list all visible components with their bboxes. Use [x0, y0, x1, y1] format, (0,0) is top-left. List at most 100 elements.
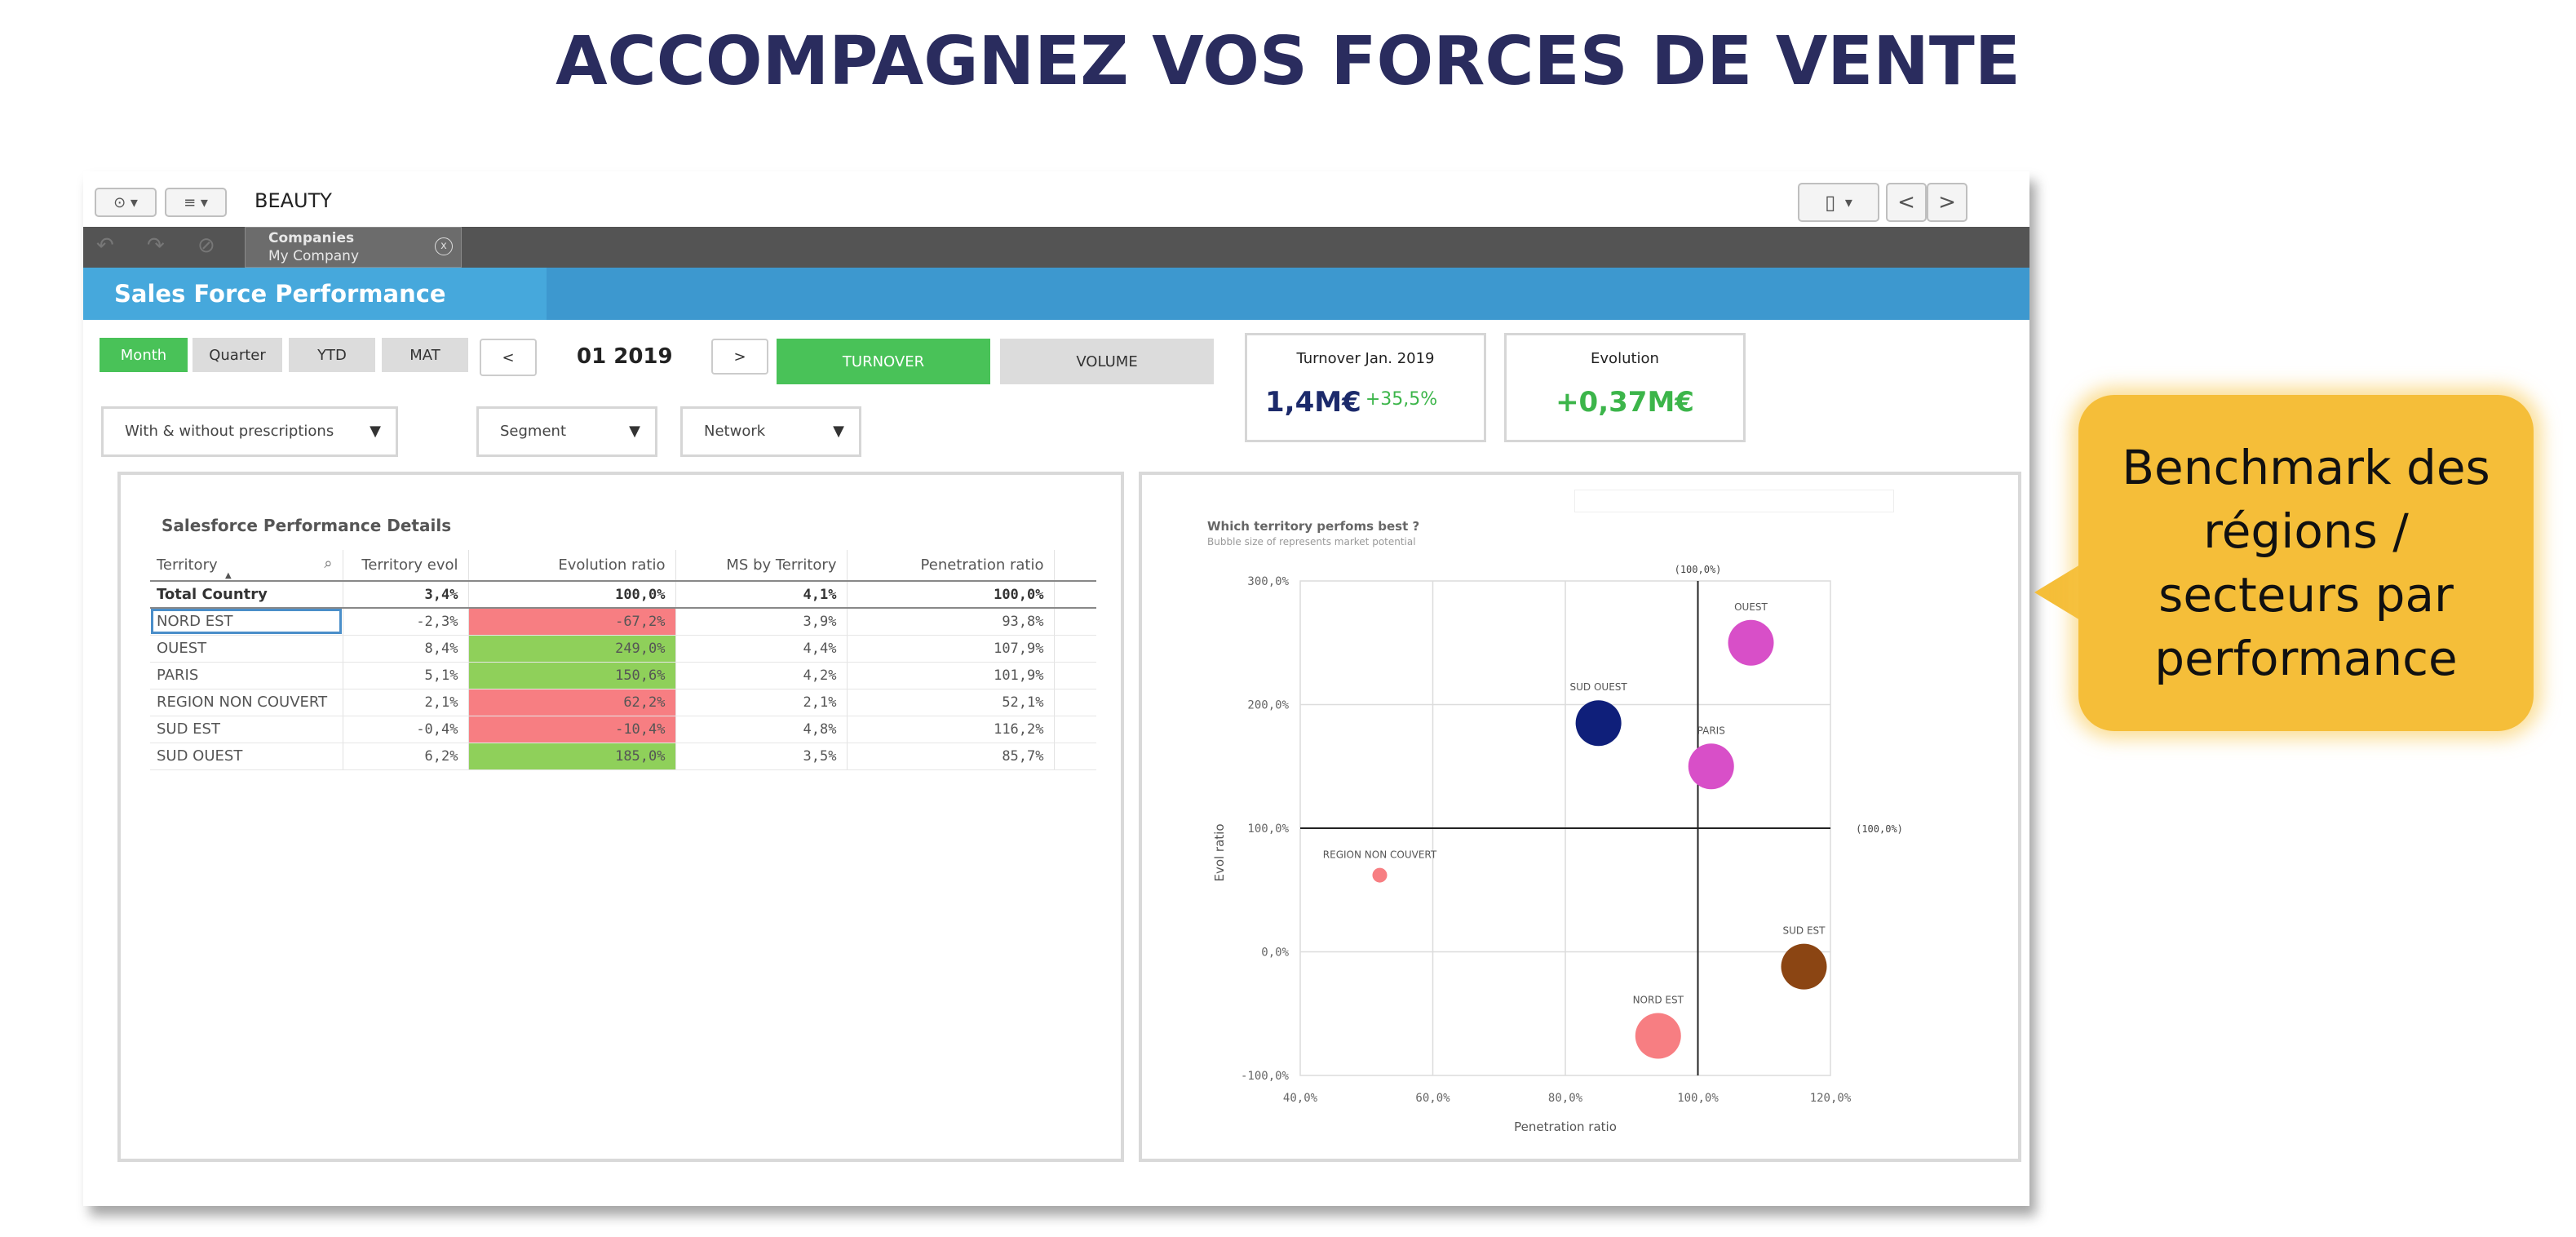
segment-filter[interactable]: Segment ▼	[476, 406, 657, 457]
clear-selections-icon[interactable]: ⊘	[197, 233, 215, 258]
x-tick-label: 80,0%	[1548, 1092, 1583, 1105]
period-mat-label: MAT	[409, 346, 440, 364]
period-quarter-button[interactable]: Quarter	[193, 338, 282, 372]
cell-territory[interactable]: SUD OUEST	[150, 743, 343, 770]
kpi-turnover-delta: +35,5%	[1365, 389, 1438, 410]
slide-title: ACCOMPAGNEZ VOS FORCES DE VENTE	[555, 23, 2021, 100]
cell-spacer	[1054, 716, 1096, 743]
column-header-spacer	[1054, 550, 1096, 582]
cell-ms-by-territory: 4,4%	[675, 635, 848, 663]
kpi-evolution-title: Evolution	[1591, 350, 1659, 367]
x-tick-label: 60,0%	[1415, 1092, 1450, 1105]
chart-toolbar-placeholder	[1574, 490, 1894, 512]
cell-spacer	[1054, 581, 1096, 609]
chart-title: Which territory perfoms best ?	[1207, 519, 1419, 534]
cell-territory[interactable]: OUEST	[150, 635, 343, 663]
selection-value: My Company	[268, 248, 360, 264]
period-month-label: Month	[120, 346, 167, 364]
cell-evolution-ratio: -10,4%	[468, 716, 676, 743]
period-ytd-button[interactable]: YTD	[289, 338, 375, 372]
cell-evolution-ratio: 62,2%	[468, 689, 676, 716]
cell-penetration-ratio: 100,0%	[847, 581, 1055, 609]
cell-spacer	[1054, 662, 1096, 689]
cell-territory[interactable]: SUD EST	[150, 716, 343, 743]
forward-step-icon[interactable]: ↷	[147, 233, 165, 258]
cell-penetration-ratio: 116,2%	[847, 716, 1055, 743]
x-tick-label: 40,0%	[1283, 1092, 1318, 1105]
cell-territory[interactable]: PARIS	[150, 662, 343, 689]
column-header-territory[interactable]: Territory ⌕ ▲	[150, 550, 343, 582]
selection-chip[interactable]: Companies My Company x	[245, 227, 462, 268]
bubble-label: SUD OUEST	[1570, 681, 1628, 693]
bubble	[1728, 619, 1774, 666]
selections-bar: ↶ ↷ ⊘ Companies My Company x	[83, 227, 2029, 268]
sheet-menu-button[interactable]: ≡ ▾	[165, 188, 227, 217]
previous-sheet-button[interactable]: <	[1886, 183, 1927, 222]
back-step-icon[interactable]: ↶	[96, 233, 114, 258]
table-total-row: Total Country 3,4% 100,0% 4,1% 100,0%	[150, 581, 1096, 609]
y-tick-label: 300,0%	[1247, 575, 1289, 588]
period-prev-button[interactable]: <	[480, 339, 537, 376]
kpi-evolution: Evolution +0,37M€	[1504, 333, 1746, 442]
list-icon: ≡	[184, 193, 197, 211]
bubble	[1688, 743, 1734, 790]
period-ytd-label: YTD	[317, 346, 347, 364]
cell-penetration-ratio: 93,8%	[847, 608, 1055, 636]
network-filter[interactable]: Network ▼	[680, 406, 861, 457]
x-axis-label: Penetration ratio	[1514, 1120, 1617, 1134]
cell-spacer	[1054, 689, 1096, 716]
turnover-button[interactable]: TURNOVER	[777, 339, 990, 384]
sheet-title: Sales Force Performance	[83, 268, 547, 320]
column-header-ms-by-territory[interactable]: MS by Territory	[675, 550, 848, 582]
table-row[interactable]: SUD OUEST 6,2% 185,0% 3,5% 85,7%	[150, 743, 1096, 770]
next-sheet-button[interactable]: >	[1927, 183, 1967, 222]
period-next-button[interactable]: >	[711, 339, 768, 375]
y-axis-label: Evol ratio	[1212, 823, 1227, 881]
search-icon[interactable]: ⌕	[324, 555, 333, 572]
cell-penetration-ratio: 85,7%	[847, 743, 1055, 770]
caret-down-icon: ▼	[370, 423, 381, 440]
volume-button[interactable]: VOLUME	[1000, 339, 1214, 384]
cell-territory-evol: 2,1%	[343, 689, 469, 716]
cell-territory-evol: 8,4%	[343, 635, 469, 663]
cell-territory-evol: 3,4%	[343, 581, 469, 609]
bookmark-icon: ▯	[1825, 191, 1836, 214]
table-row[interactable]: SUD EST -0,4% -10,4% 4,8% 116,2%	[150, 716, 1096, 743]
cell-ms-by-territory: 3,5%	[675, 743, 848, 770]
compass-icon: ⊙	[113, 193, 126, 211]
close-icon[interactable]: x	[435, 237, 453, 255]
period-mat-button[interactable]: MAT	[382, 338, 468, 372]
cell-ms-by-territory: 2,1%	[675, 689, 848, 716]
caret-down-icon: ▼	[629, 423, 640, 440]
table-row[interactable]: REGION NON COUVERT 2,1% 62,2% 2,1% 52,1%	[150, 689, 1096, 716]
bookmark-button[interactable]: ▯ ▾	[1798, 183, 1879, 222]
cell-ms-by-territory: 4,1%	[675, 581, 848, 609]
caret-down-icon: ▼	[833, 423, 844, 440]
table-row[interactable]: OUEST 8,4% 249,0% 4,4% 107,9%	[150, 635, 1096, 663]
turnover-label: TURNOVER	[842, 352, 925, 370]
prescriptions-filter[interactable]: With & without prescriptions ▼	[101, 406, 398, 457]
navigation-menu-button[interactable]: ⊙ ▾	[95, 188, 157, 217]
period-month-button[interactable]: Month	[100, 338, 188, 372]
cell-territory-evol: 6,2%	[343, 743, 469, 770]
cell-territory[interactable]: NORD EST	[150, 608, 343, 636]
table-row[interactable]: NORD EST -2,3% -67,2% 3,9% 93,8%	[150, 608, 1096, 636]
column-header-territory-evol[interactable]: Territory evol	[343, 550, 469, 582]
column-header-penetration-ratio[interactable]: Penetration ratio	[847, 550, 1055, 582]
cell-spacer	[1054, 743, 1096, 770]
reference-label-horizontal: (100,0%)	[1856, 823, 1903, 835]
kpi-turnover-value: 1,4M€	[1265, 386, 1361, 419]
cell-penetration-ratio: 52,1%	[847, 689, 1055, 716]
bubble-label: REGION NON COUVERT	[1323, 849, 1437, 861]
kpi-turnover-title: Turnover Jan. 2019	[1296, 350, 1435, 367]
table-row[interactable]: PARIS 5,1% 150,6% 4,2% 101,9%	[150, 662, 1096, 689]
column-header-evolution-ratio[interactable]: Evolution ratio	[468, 550, 676, 582]
sort-ascending-icon: ▲	[225, 571, 232, 580]
cell-territory: Total Country	[150, 581, 343, 609]
cell-penetration-ratio: 101,9%	[847, 662, 1055, 689]
cell-evolution-ratio: 249,0%	[468, 635, 676, 663]
cell-territory[interactable]: REGION NON COUVERT	[150, 689, 343, 716]
kpi-turnover: Turnover Jan. 2019 1,4M€ +35,5%	[1245, 333, 1486, 442]
y-tick-label: -100,0%	[1241, 1070, 1290, 1083]
cell-ms-by-territory: 4,8%	[675, 716, 848, 743]
